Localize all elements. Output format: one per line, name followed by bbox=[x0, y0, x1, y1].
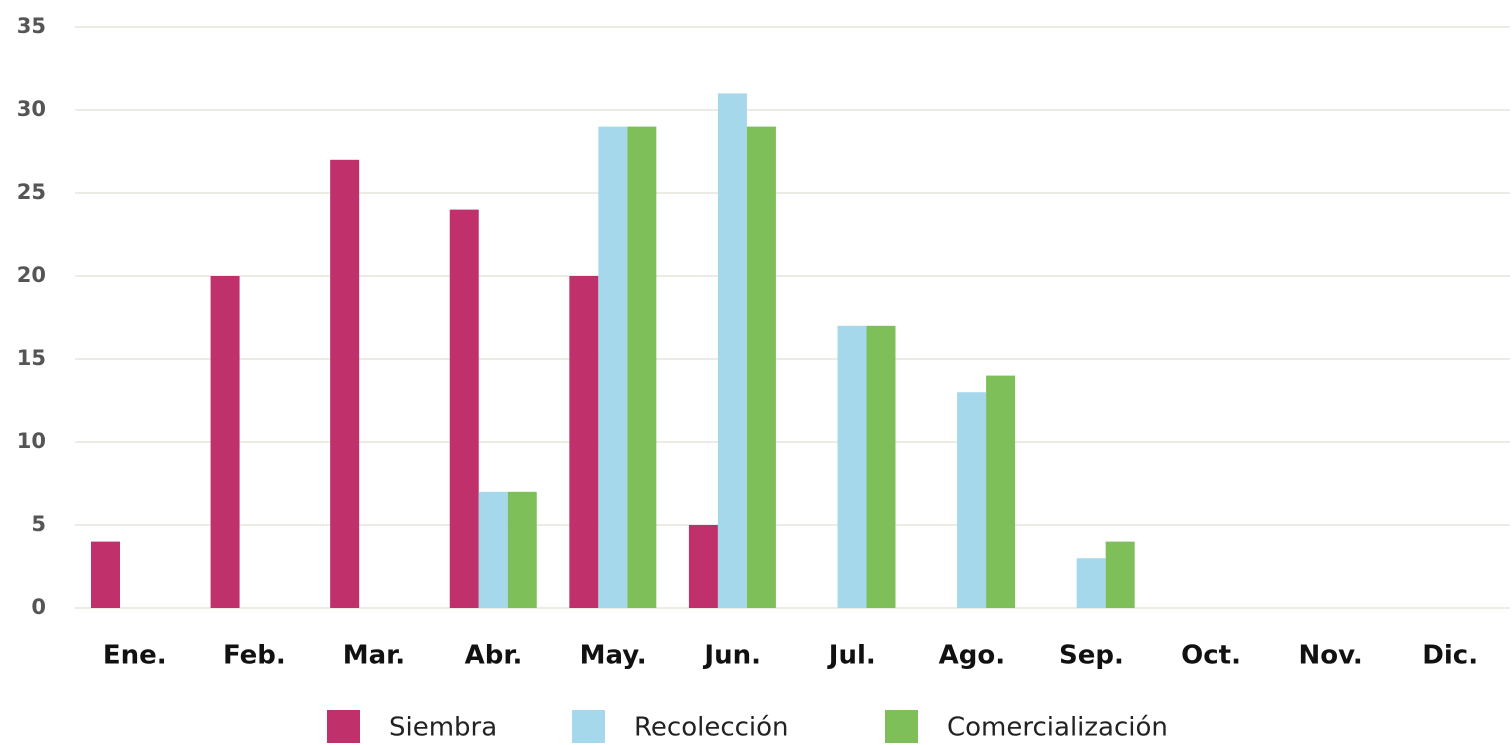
bar bbox=[688, 525, 718, 608]
legend-swatch bbox=[572, 710, 605, 743]
legend-label: Siembra bbox=[389, 713, 497, 743]
y-tick-label: 10 bbox=[17, 429, 46, 453]
bar bbox=[746, 126, 776, 608]
x-tick-label: Oct. bbox=[1181, 641, 1241, 671]
y-tick-label: 35 bbox=[17, 14, 46, 38]
x-tick-label: Jul. bbox=[827, 641, 876, 671]
x-tick-label: Jun. bbox=[702, 641, 761, 671]
bar bbox=[957, 392, 987, 608]
x-tick-label: Dic. bbox=[1422, 641, 1478, 671]
y-tick-label: 25 bbox=[17, 180, 46, 204]
bar bbox=[598, 126, 628, 608]
x-tick-label: May. bbox=[580, 641, 647, 671]
x-tick-label: Feb. bbox=[223, 641, 286, 671]
x-tick-label: Nov. bbox=[1298, 641, 1362, 671]
bar bbox=[478, 491, 508, 608]
x-tick-label: Abr. bbox=[465, 641, 523, 671]
legend-label: Comercialización bbox=[947, 713, 1168, 743]
bar bbox=[507, 491, 537, 608]
y-tick-label: 15 bbox=[17, 346, 46, 370]
x-tick-label: Ene. bbox=[103, 641, 167, 671]
x-tick-label: Ago. bbox=[939, 641, 1005, 671]
bar bbox=[717, 93, 747, 608]
x-tick-label: Mar. bbox=[343, 641, 405, 671]
bar bbox=[210, 276, 240, 608]
bar bbox=[91, 541, 120, 608]
bar bbox=[330, 159, 360, 609]
y-tick-label: 0 bbox=[31, 595, 46, 619]
y-tick-label: 20 bbox=[17, 263, 46, 287]
legend-label: Recolección bbox=[634, 713, 789, 743]
bar bbox=[1076, 558, 1106, 608]
bar bbox=[1105, 541, 1135, 608]
bar bbox=[837, 325, 867, 608]
bar bbox=[449, 209, 479, 608]
bar bbox=[986, 375, 1016, 608]
bar bbox=[569, 276, 599, 608]
legend-swatch bbox=[327, 710, 360, 743]
y-tick-label: 30 bbox=[17, 97, 46, 121]
y-tick-label: 5 bbox=[31, 512, 46, 536]
bar bbox=[627, 126, 657, 608]
x-tick-label: Sep. bbox=[1059, 641, 1124, 671]
bar bbox=[866, 325, 896, 608]
legend-swatch bbox=[885, 710, 918, 743]
